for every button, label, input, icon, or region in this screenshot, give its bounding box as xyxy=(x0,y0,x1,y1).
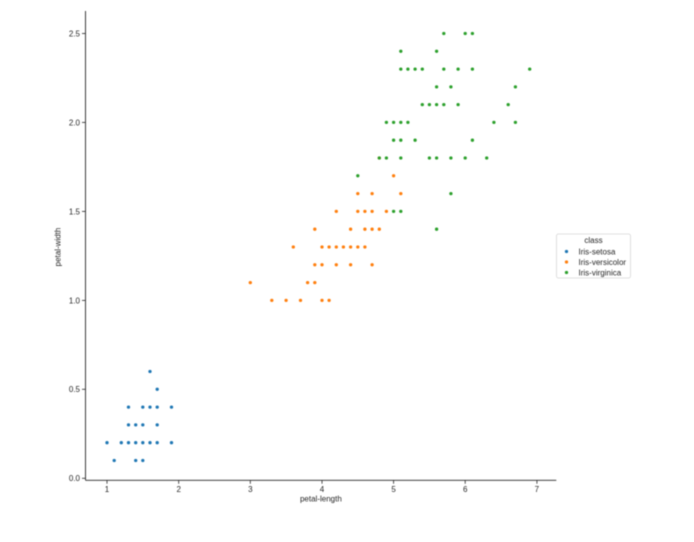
svg-text:Iris-setosa: Iris-setosa xyxy=(579,247,616,256)
svg-text:Iris-virginica: Iris-virginica xyxy=(579,268,622,277)
svg-text:Iris-versicolor: Iris-versicolor xyxy=(579,258,627,267)
svg-text:5: 5 xyxy=(391,485,396,494)
svg-text:class: class xyxy=(584,236,602,245)
svg-text:2: 2 xyxy=(176,485,181,494)
svg-text:petal-length: petal-length xyxy=(300,495,342,504)
svg-text:2.0: 2.0 xyxy=(69,118,81,127)
svg-text:0.0: 0.0 xyxy=(69,474,81,483)
svg-text:1: 1 xyxy=(105,485,110,494)
svg-text:3: 3 xyxy=(248,485,253,494)
svg-text:2.5: 2.5 xyxy=(69,29,81,38)
svg-text:0.5: 0.5 xyxy=(69,385,81,394)
svg-text:1.5: 1.5 xyxy=(69,207,81,216)
svg-text:7: 7 xyxy=(535,485,540,494)
svg-text:6: 6 xyxy=(463,485,468,494)
svg-text:4: 4 xyxy=(320,485,325,494)
svg-text:1.0: 1.0 xyxy=(69,296,81,305)
svg-text:petal-width: petal-width xyxy=(53,228,62,267)
